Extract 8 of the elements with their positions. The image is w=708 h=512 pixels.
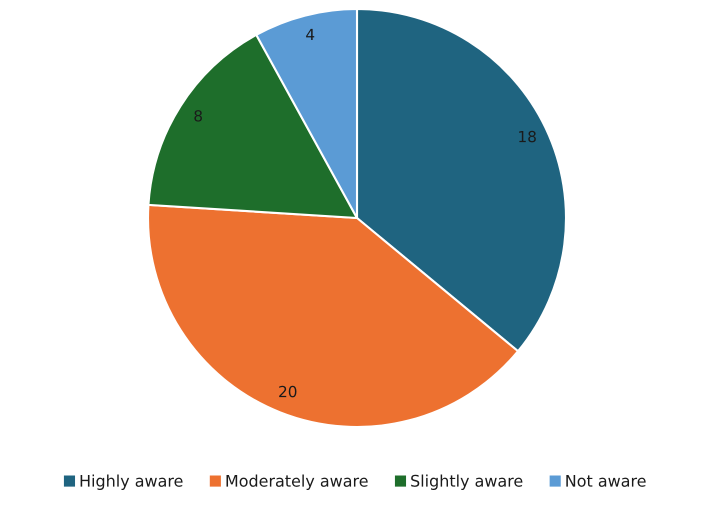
data-label: 4	[306, 28, 314, 40]
legend-label: Moderately aware	[226, 474, 368, 490]
legend-label: Not aware	[566, 474, 646, 487]
data-label: 20	[279, 386, 296, 398]
legend-label: Highly aware	[80, 474, 183, 490]
data-label: 18	[519, 130, 536, 142]
data-label: 8	[194, 110, 202, 122]
legend-label: Slightly aware	[411, 474, 522, 490]
